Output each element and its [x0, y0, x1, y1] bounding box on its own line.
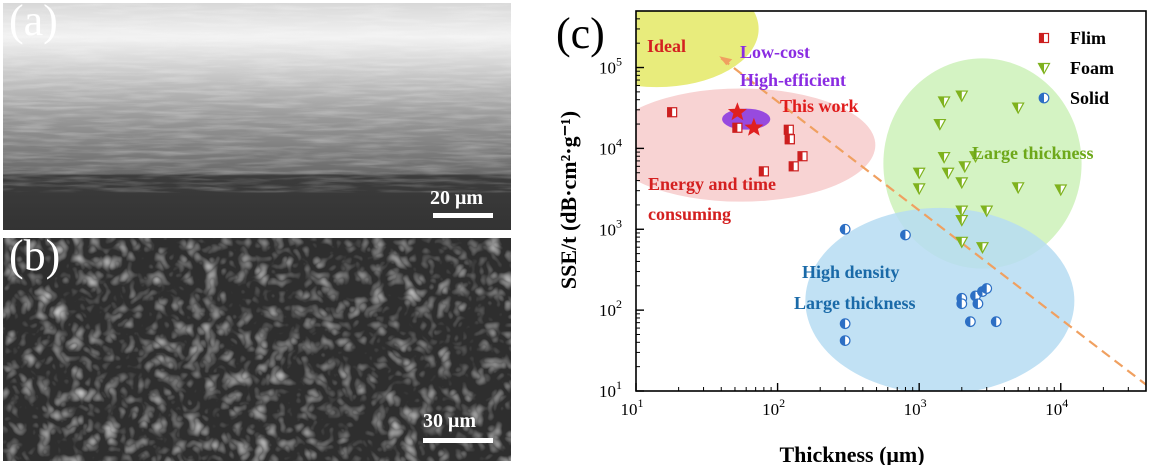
foam-point [958, 161, 972, 174]
flim-point [783, 124, 794, 135]
sem-cross-section-texture [3, 3, 511, 230]
flim-point [784, 134, 795, 145]
flim-point [667, 107, 678, 118]
foam-point [980, 205, 994, 218]
film-region [636, 88, 876, 202]
scale-bar-b [423, 438, 493, 443]
this-work-label: This work [780, 96, 859, 116]
trend-arrowhead [719, 56, 733, 66]
data-points [667, 90, 1068, 346]
legend-foam-marker [1037, 62, 1051, 75]
foam-point [955, 214, 969, 227]
y-axis-label: SSE/t (dB·cm²·g⁻¹) [556, 111, 581, 289]
foam-point [1011, 102, 1025, 115]
x-tick-label: 103 [904, 396, 927, 419]
foam-point [937, 152, 951, 164]
flim-point [788, 161, 799, 172]
solid-point [972, 298, 984, 310]
this-work-star [744, 117, 764, 136]
solid-region [805, 207, 1075, 391]
solid-point [839, 223, 851, 235]
ideal-label: Ideal [647, 36, 686, 56]
flim-point [732, 122, 743, 133]
foam-point [955, 205, 969, 218]
y-tick-label: 103 [599, 216, 622, 239]
y-tick-label: 105 [599, 55, 622, 78]
scale-bar-label-a: 20 μm [430, 187, 483, 209]
foam-point [1054, 184, 1068, 197]
chart-annotations: Ideal Low-cost High-efficient This work Ener… [647, 36, 1094, 313]
energy-time-label: Energy and time [648, 174, 776, 194]
solid-point [900, 229, 911, 241]
solid-point [839, 335, 851, 346]
panel-label-c: (c) [556, 9, 605, 58]
x-axis-label: Thickness (μm) [779, 442, 924, 465]
panel-label-b: (b) [9, 238, 61, 280]
x-tick-label: 104 [1045, 396, 1068, 419]
y-tick-label: 104 [599, 135, 622, 158]
chart-regions [636, 11, 1082, 391]
ideal-region [636, 11, 759, 88]
scale-bar-label-b: 30 μm [423, 410, 476, 432]
sem-image-b: (b) 30 μm [3, 238, 511, 461]
sem-image-a: (a) 20 μm [3, 3, 511, 230]
this_work-region [722, 108, 771, 130]
legend: Flim Foam Solid [1037, 28, 1114, 108]
solid-point [990, 316, 1002, 328]
foam-point [912, 167, 926, 180]
solid-point [981, 283, 993, 294]
x-tick-label: 102 [762, 396, 785, 419]
legend-flim-label: Flim [1070, 28, 1106, 48]
foam-point [968, 151, 983, 163]
sem-porous-texture [3, 238, 511, 461]
high-efficient-label: High-efficient [740, 70, 846, 90]
solid-point [956, 298, 968, 310]
foam-point [941, 167, 955, 180]
solid-point [839, 318, 851, 330]
legend-foam-label: Foam [1070, 58, 1114, 78]
foam-point [937, 96, 951, 109]
solid-region-label: Large thickness [794, 293, 916, 313]
plot-frame [635, 10, 1147, 392]
foam-point [933, 118, 947, 131]
foam-point [912, 183, 926, 196]
flim-point [758, 166, 769, 177]
consuming-label: consuming [648, 204, 731, 224]
foam-point [955, 90, 969, 103]
foam-region-label: Large thickness [972, 143, 1094, 163]
foam-point [955, 236, 969, 249]
chart-c: 101 102 103 104 101 102 103 104 105 Ideal Low-cos… [556, 9, 1147, 465]
y-tick-label: 102 [599, 297, 622, 320]
flim-point [797, 151, 808, 162]
legend-solid-label: Solid [1070, 88, 1109, 108]
panel-label-a: (a) [9, 3, 58, 45]
x-tick-label: 101 [621, 396, 644, 419]
foam-point [975, 242, 989, 254]
scale-bar-a [433, 213, 493, 218]
foam-point [1011, 182, 1025, 195]
legend-flim-marker [1038, 32, 1050, 44]
solid-point [964, 316, 976, 328]
trend-line-group [719, 56, 1146, 386]
foam-point [955, 177, 969, 190]
trend-line [720, 57, 1146, 386]
axes: 101 102 103 104 101 102 103 104 105 [599, 18, 1129, 419]
y-tick-label: 101 [599, 378, 622, 401]
high-density-label: High density [802, 262, 900, 282]
legend-solid-marker [1038, 92, 1050, 104]
this-work-star [727, 102, 747, 121]
low-cost-label: Low-cost [740, 42, 810, 62]
